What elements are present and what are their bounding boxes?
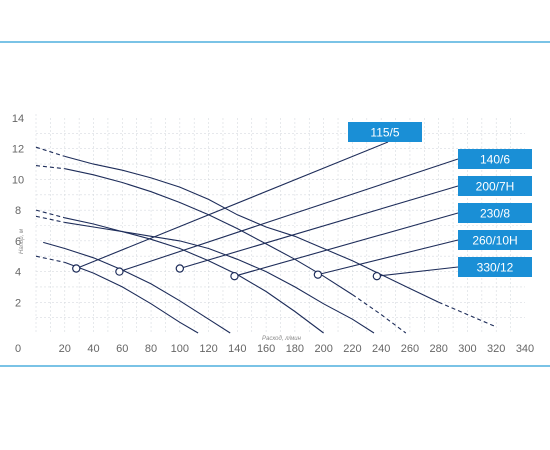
curve-330-12-dash-end [438, 301, 497, 328]
x-tick-label: 120 [199, 343, 217, 355]
curve-115-5 [64, 261, 199, 334]
series-label: 260/10H [472, 234, 517, 248]
duty-line [76, 141, 389, 270]
curve-230-8 [64, 221, 375, 334]
x-tick-label: 140 [228, 343, 246, 355]
x-tick-label: 200 [314, 343, 332, 355]
duty-line [119, 158, 459, 273]
y-tick-label: 4 [15, 267, 21, 279]
duty-point-marker [72, 264, 81, 273]
curve-115-5-dash-start [35, 255, 65, 263]
x-tick-label: 220 [343, 343, 361, 355]
series-label: 230/8 [480, 207, 510, 221]
x-tick-label: 80 [145, 343, 157, 355]
series-label-box [458, 230, 532, 250]
y-axis-title: Напор, м [19, 229, 25, 254]
curve-260-10H [64, 168, 353, 296]
series-label-box [458, 149, 532, 169]
axis-ticks: 0 20 40 60 80 100 120 140 160 180 200 220 240 260 280 3… [12, 113, 534, 355]
series-label-box [458, 203, 532, 223]
chart-frame [0, 41, 550, 367]
curve-200-7H-dash-start [35, 209, 65, 219]
x-tick-label: 320 [487, 343, 505, 355]
duty-point-marker [313, 270, 323, 279]
x-tick-label: 100 [171, 343, 189, 355]
x-tick-label: 240 [372, 343, 390, 355]
series-label-box [458, 257, 532, 277]
series-label: 140/6 [480, 153, 510, 167]
duty-line [376, 266, 459, 277]
y-tick-label: 8 [15, 205, 21, 217]
curve-140-6 [43, 241, 231, 334]
y-tick-label: 2 [15, 297, 21, 309]
pump-curves [35, 141, 497, 334]
curve-260-10H-dash-start [35, 165, 65, 170]
series-labels: 115/5 140/6 200/7H 230/8 260/10H 330/12 [348, 122, 532, 277]
grid [36, 118, 525, 333]
y-tick-label: 6 [15, 236, 21, 248]
x-tick-label: 160 [257, 343, 275, 355]
duty-point-marker [175, 264, 185, 273]
series-label-box [458, 176, 532, 196]
x-tick-label: 260 [401, 343, 419, 355]
curve-330-12-dash-start [35, 146, 65, 157]
y-tick-label: 12 [12, 144, 24, 156]
curve-230-8-dash-start [35, 215, 65, 223]
curve-260-10H-dash-end [352, 294, 407, 334]
y-tick-label: 14 [12, 113, 24, 125]
duty-line [317, 239, 459, 276]
x-tick-label: 60 [116, 343, 128, 355]
y-tick-label: 10 [12, 174, 24, 186]
duty-point-marker [230, 271, 239, 281]
x-tick-label: 340 [516, 343, 534, 355]
series-label: 115/5 [370, 126, 399, 140]
x-tick-label: 40 [87, 343, 99, 355]
x-tick-label: 180 [286, 343, 304, 355]
duty-line [234, 212, 459, 277]
x-tick-label: 280 [430, 343, 448, 355]
x-tick-label: 300 [458, 343, 476, 355]
x-axis-title: Расход, л/мин [262, 336, 302, 342]
series-label: 200/7H [476, 180, 515, 194]
duty-point-marker [372, 271, 382, 281]
x-tick-label: 20 [59, 343, 71, 355]
series-label: 330/12 [477, 261, 514, 275]
duty-point-marker [115, 267, 124, 276]
curve-200-7H [64, 217, 324, 334]
series-label-box [348, 122, 422, 142]
x-tick-label: 0 [15, 343, 21, 355]
